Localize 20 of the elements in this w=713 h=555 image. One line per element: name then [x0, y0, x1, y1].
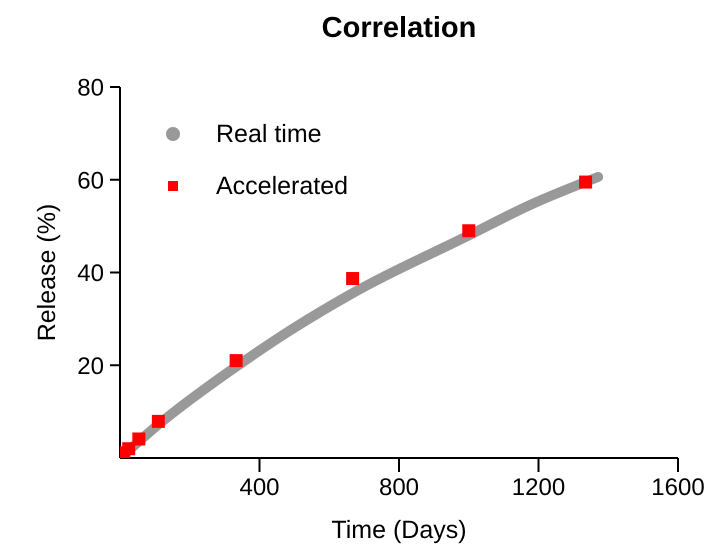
point	[230, 354, 243, 368]
point	[122, 442, 136, 456]
x-tick-label: 1200	[512, 474, 566, 502]
point	[462, 224, 476, 238]
y-tick-label: 60	[77, 167, 104, 194]
x-axis-title: Time (Days)	[331, 516, 467, 544]
y-tick-label: 80	[77, 74, 104, 102]
y-tick-label: 40	[77, 260, 104, 288]
x-tick-label: 400	[239, 474, 280, 502]
point	[132, 432, 146, 446]
x-tick-label: 800	[378, 474, 420, 502]
point	[346, 272, 360, 286]
y-tick-label: 20	[77, 352, 104, 380]
legend-label: Real time	[216, 120, 322, 148]
y-axis-title: Release (%)	[32, 204, 61, 342]
x-tick-label: 1600	[651, 474, 705, 502]
legend-label: Accelerated	[216, 172, 348, 200]
chart-title: Correlation	[320, 12, 478, 45]
point	[152, 414, 165, 428]
point	[579, 176, 592, 189]
